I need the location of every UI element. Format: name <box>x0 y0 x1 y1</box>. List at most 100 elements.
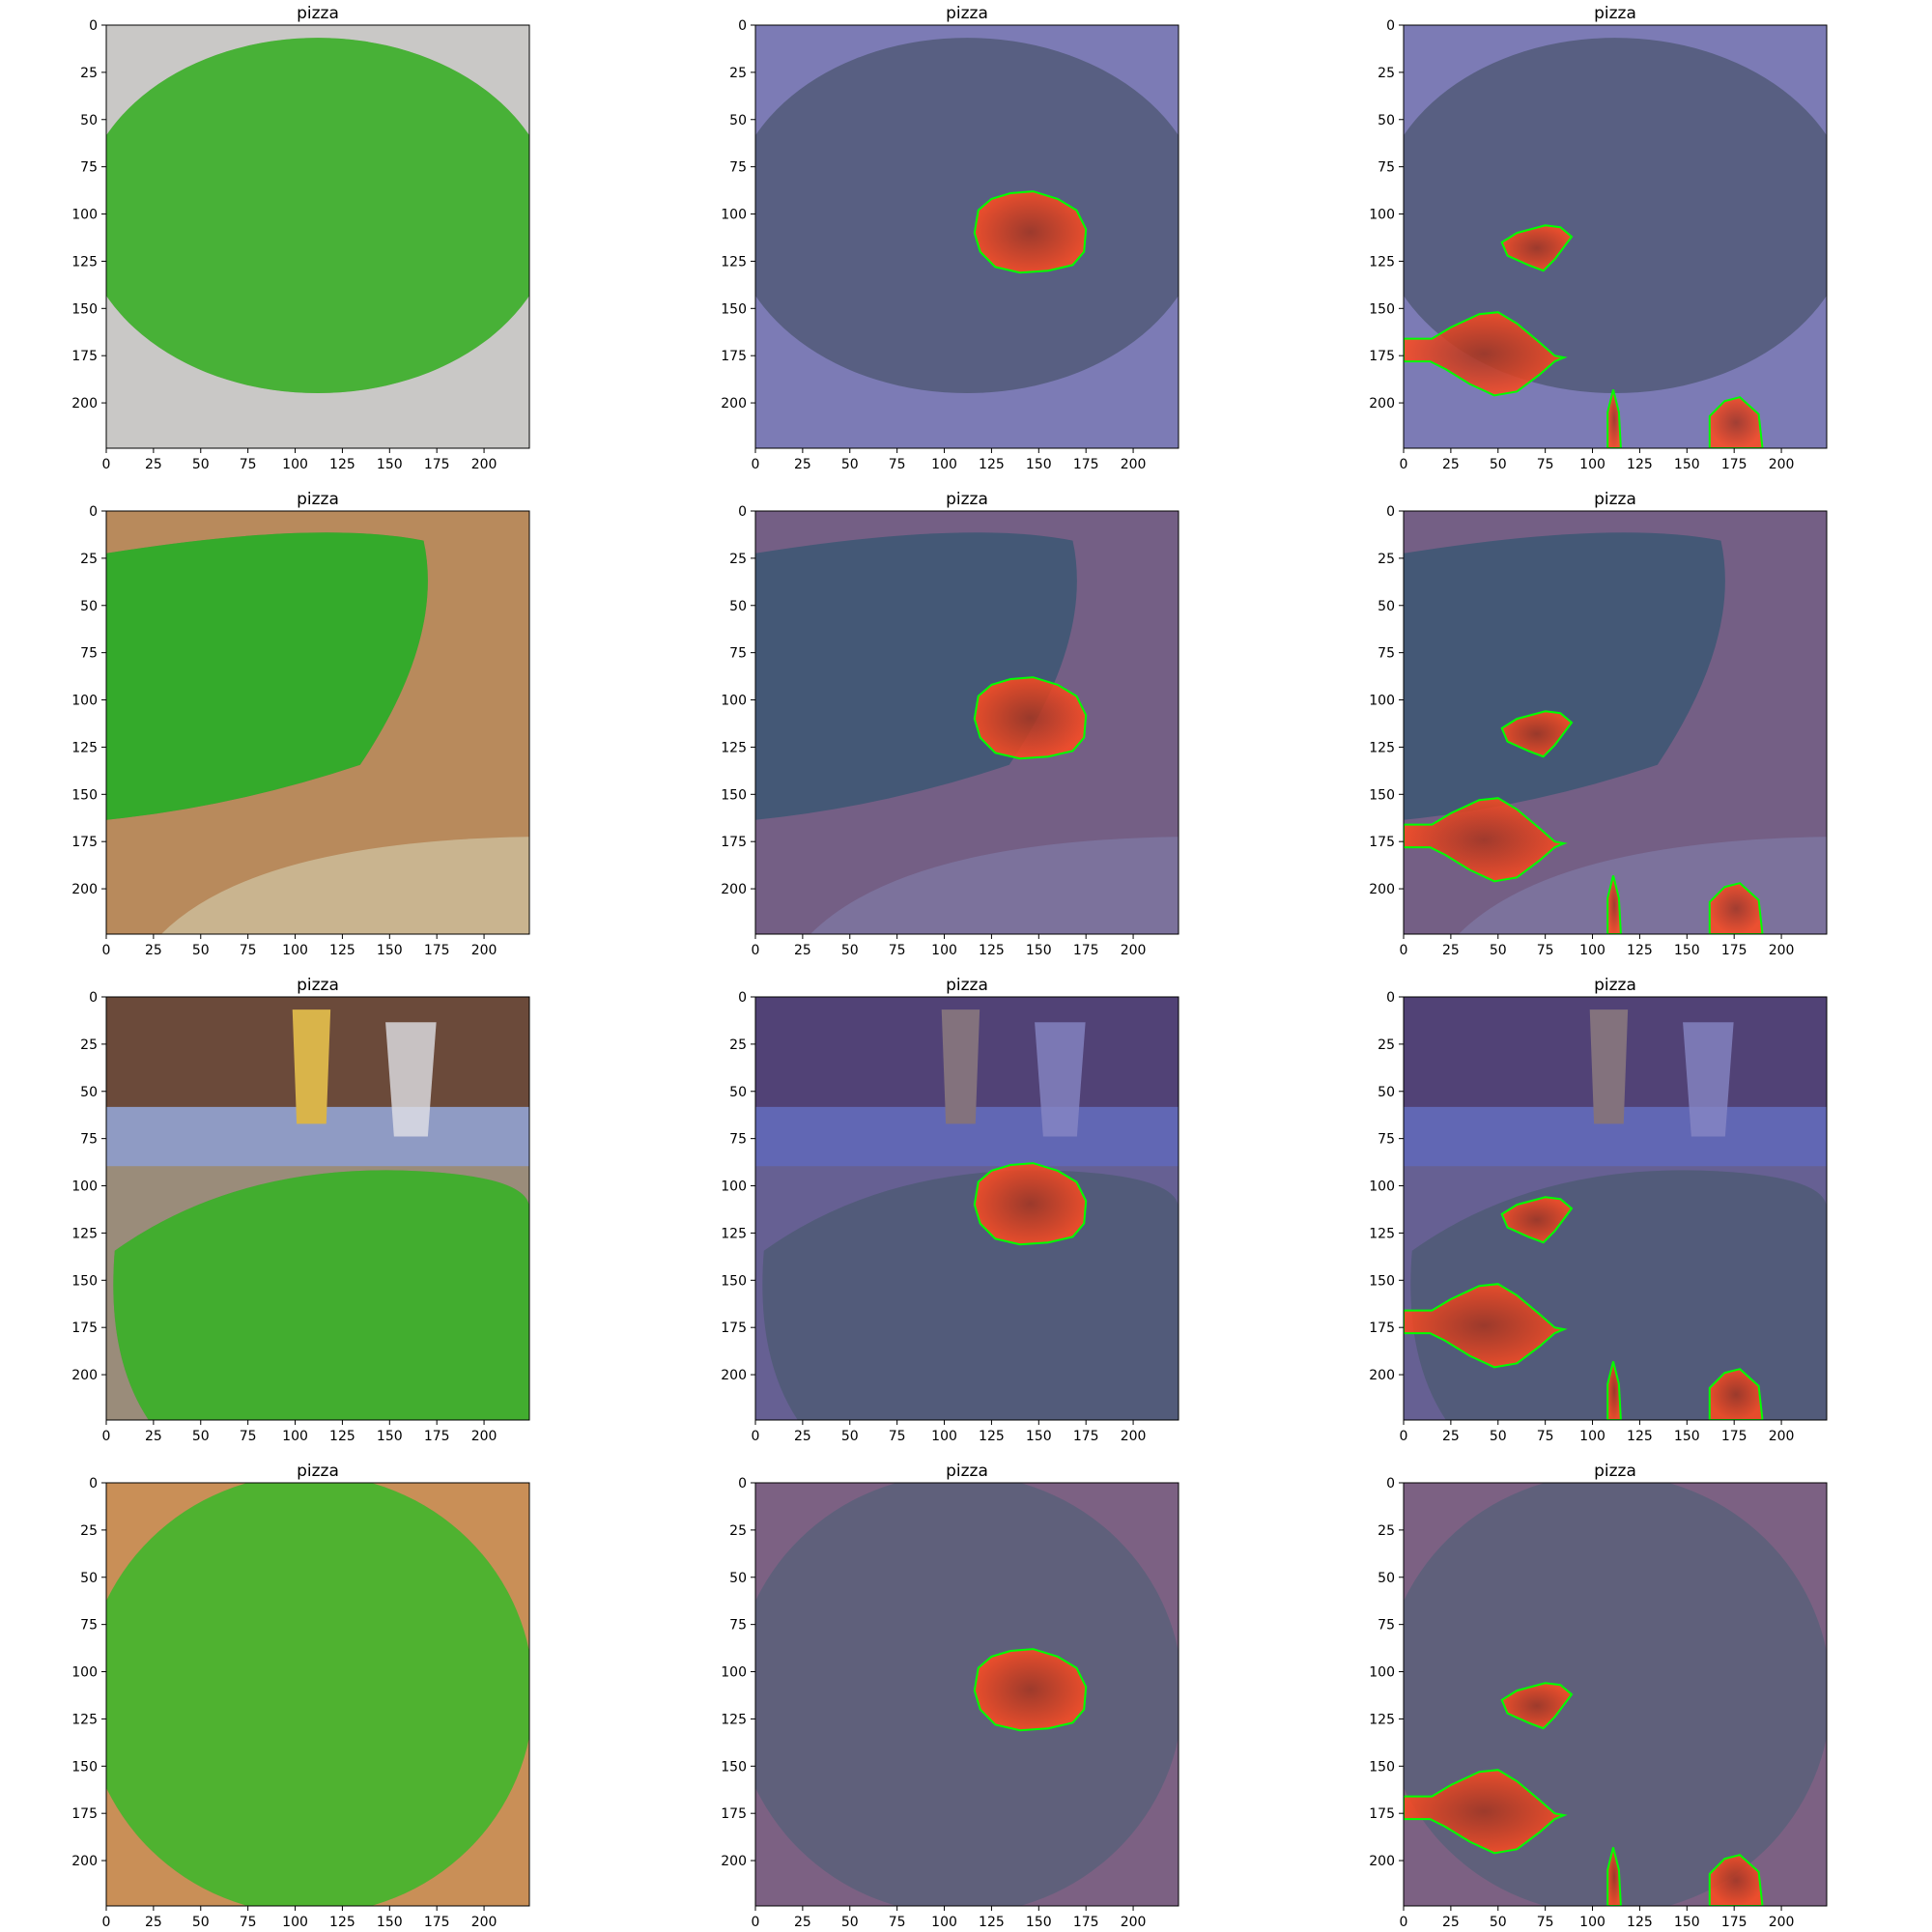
y-tick-label: 175 <box>71 1806 98 1822</box>
panel-r1-c3: pizza 0 0 25 25 50 50 75 75 100 100 125 125 150 150 175… <box>1369 4 1828 472</box>
y-tick-label: 0 <box>1386 18 1395 34</box>
y-tick-label: 75 <box>729 160 747 176</box>
red-mask-region <box>1404 1769 1568 1855</box>
x-tick-label: 50 <box>1490 943 1507 958</box>
y-tick-label: 50 <box>1378 113 1395 128</box>
x-tick-label: 50 <box>192 1915 210 1930</box>
x-tick-label: 50 <box>841 943 859 958</box>
y-tick-label: 0 <box>1386 504 1395 520</box>
x-tick-label: 125 <box>979 1915 1005 1930</box>
red-mask-region <box>1708 1368 1764 1420</box>
y-tick-label: 50 <box>729 1085 747 1100</box>
y-tick-label: 150 <box>721 1759 747 1775</box>
panel-title: pizza <box>946 976 988 995</box>
y-tick-label: 150 <box>71 1759 98 1775</box>
y-tick-label: 50 <box>1378 1571 1395 1586</box>
y-tick-label: 175 <box>71 835 98 850</box>
y-tick-label: 200 <box>721 882 747 897</box>
red-mask-region <box>1708 1854 1764 1906</box>
x-tick-label: 0 <box>1400 1915 1408 1930</box>
x-tick-label: 75 <box>1537 943 1554 958</box>
y-tick-label: 50 <box>80 599 98 614</box>
y-tick-label: 100 <box>71 1179 98 1195</box>
x-tick-label: 175 <box>1721 1429 1747 1444</box>
y-tick-label: 175 <box>71 1321 98 1336</box>
y-tick-label: 150 <box>1369 1759 1395 1775</box>
x-tick-label: 200 <box>1769 1915 1795 1930</box>
food-photo <box>1404 511 1827 934</box>
blue-overlay <box>755 511 1179 934</box>
x-tick-label: 25 <box>145 1429 162 1444</box>
food-photo <box>106 1483 529 1906</box>
y-tick-label: 150 <box>71 1273 98 1289</box>
x-tick-label: 100 <box>1579 943 1605 958</box>
blue-overlay <box>1404 511 1827 934</box>
x-tick-label: 0 <box>102 457 111 472</box>
x-tick-label: 0 <box>752 1429 760 1444</box>
x-tick-label: 75 <box>240 457 257 472</box>
panel-r3-c2: pizza 0 0 25 25 50 50 75 75 100 100 125 125 150 150 175… <box>721 976 1179 1444</box>
food-photo <box>755 511 1179 934</box>
y-tick-label: 75 <box>80 160 98 176</box>
panel-title: pizza <box>297 490 339 509</box>
x-tick-label: 50 <box>841 457 859 472</box>
x-tick-label: 100 <box>1579 1429 1605 1444</box>
y-tick-label: 0 <box>738 1476 747 1492</box>
y-tick-label: 50 <box>80 113 98 128</box>
x-tick-label: 25 <box>794 943 811 958</box>
y-tick-label: 200 <box>1369 1854 1395 1869</box>
x-tick-label: 175 <box>1721 1915 1747 1930</box>
y-tick-label: 75 <box>80 1618 98 1634</box>
x-tick-label: 125 <box>1627 943 1653 958</box>
x-tick-label: 175 <box>1073 1429 1099 1444</box>
x-tick-label: 100 <box>282 1915 308 1930</box>
green-mask <box>113 1170 529 1420</box>
x-tick-label: 200 <box>1769 943 1795 958</box>
blue-overlay <box>1404 25 1827 448</box>
food-photo <box>106 25 529 448</box>
red-mask-region <box>1500 1682 1574 1730</box>
y-tick-label: 75 <box>1378 646 1395 662</box>
y-tick-label: 25 <box>80 66 98 81</box>
x-tick-label: 125 <box>979 943 1005 958</box>
x-tick-label: 50 <box>841 1915 859 1930</box>
y-tick-label: 75 <box>1378 160 1395 176</box>
y-tick-label: 25 <box>1378 1523 1395 1539</box>
x-tick-label: 0 <box>1400 1429 1408 1444</box>
panel-r2-c3: pizza 0 0 25 25 50 50 75 75 100 100 125 125 150 150 175… <box>1369 490 1828 958</box>
green-mask <box>106 1483 529 1906</box>
x-tick-label: 50 <box>192 1429 210 1444</box>
x-tick-label: 150 <box>377 1429 403 1444</box>
y-tick-label: 75 <box>1378 1132 1395 1148</box>
red-mask-region <box>973 1648 1088 1732</box>
y-tick-label: 25 <box>1378 66 1395 81</box>
panel-r4-c3: pizza 0 0 25 25 50 50 75 75 100 100 125 125 150 150 175… <box>1369 1462 1828 1930</box>
y-tick-label: 50 <box>1378 599 1395 614</box>
y-tick-label: 25 <box>80 1037 98 1053</box>
x-tick-label: 50 <box>841 1429 859 1444</box>
x-tick-label: 0 <box>102 1915 111 1930</box>
axes-frame <box>754 510 1179 935</box>
x-tick-label: 100 <box>282 1429 308 1444</box>
panel-r4-c1: pizza 0 0 25 25 50 50 75 75 100 100 125 125 150 150 175… <box>71 1462 530 1930</box>
y-tick-label: 125 <box>71 254 98 270</box>
x-tick-label: 75 <box>889 1429 906 1444</box>
x-tick-label: 125 <box>1627 457 1653 472</box>
red-mask-region <box>1606 1361 1622 1420</box>
x-tick-label: 25 <box>145 943 162 958</box>
x-tick-label: 150 <box>1026 1429 1052 1444</box>
axes-frame <box>105 24 530 449</box>
y-tick-label: 75 <box>729 646 747 662</box>
x-tick-label: 125 <box>1627 1915 1653 1930</box>
x-tick-label: 0 <box>1400 943 1408 958</box>
x-tick-label: 125 <box>1627 1429 1653 1444</box>
y-tick-label: 125 <box>721 740 747 755</box>
x-tick-label: 150 <box>1674 1429 1700 1444</box>
y-tick-label: 0 <box>1386 1476 1395 1492</box>
x-tick-label: 25 <box>1442 943 1460 958</box>
y-tick-label: 50 <box>729 599 747 614</box>
axes-frame <box>105 510 530 935</box>
x-tick-label: 125 <box>329 943 355 958</box>
x-tick-label: 75 <box>240 943 257 958</box>
red-mask-region <box>1404 1283 1568 1369</box>
